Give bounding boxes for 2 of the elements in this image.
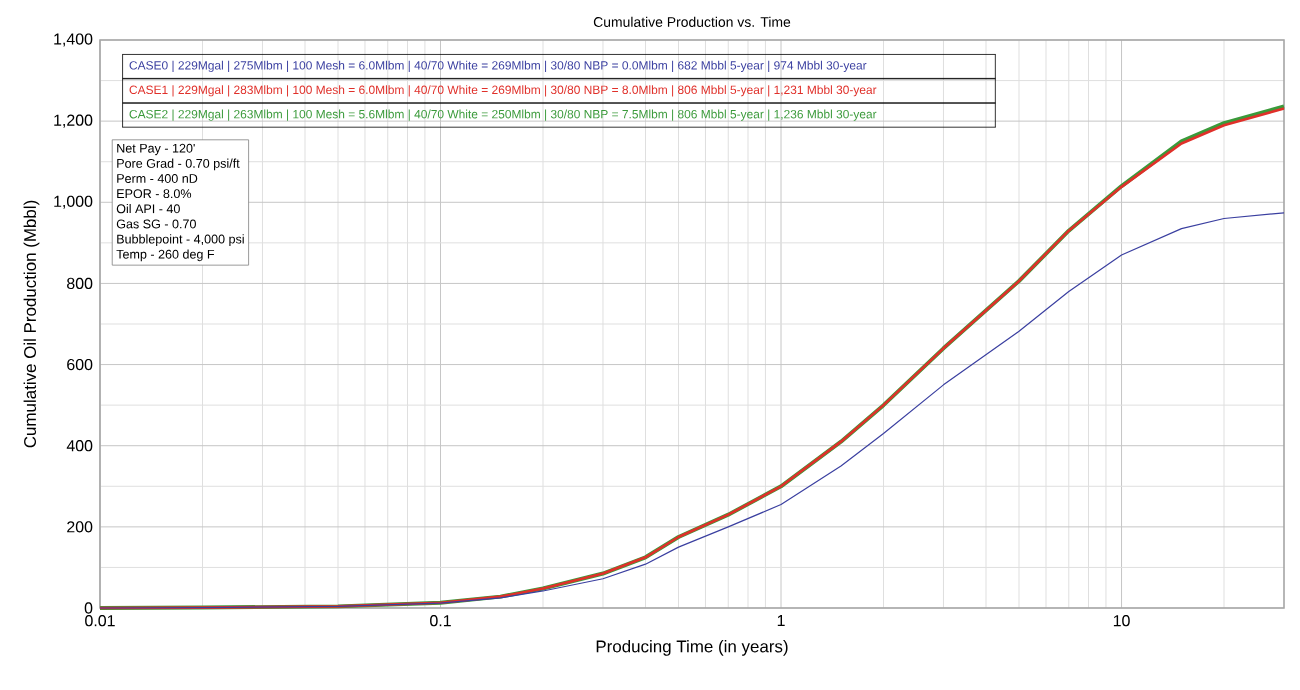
x-axis-title: Producing Time (in years) (596, 640, 788, 656)
y-axis-title: Cumulative Oil Production (Mbbl) (23, 200, 40, 448)
